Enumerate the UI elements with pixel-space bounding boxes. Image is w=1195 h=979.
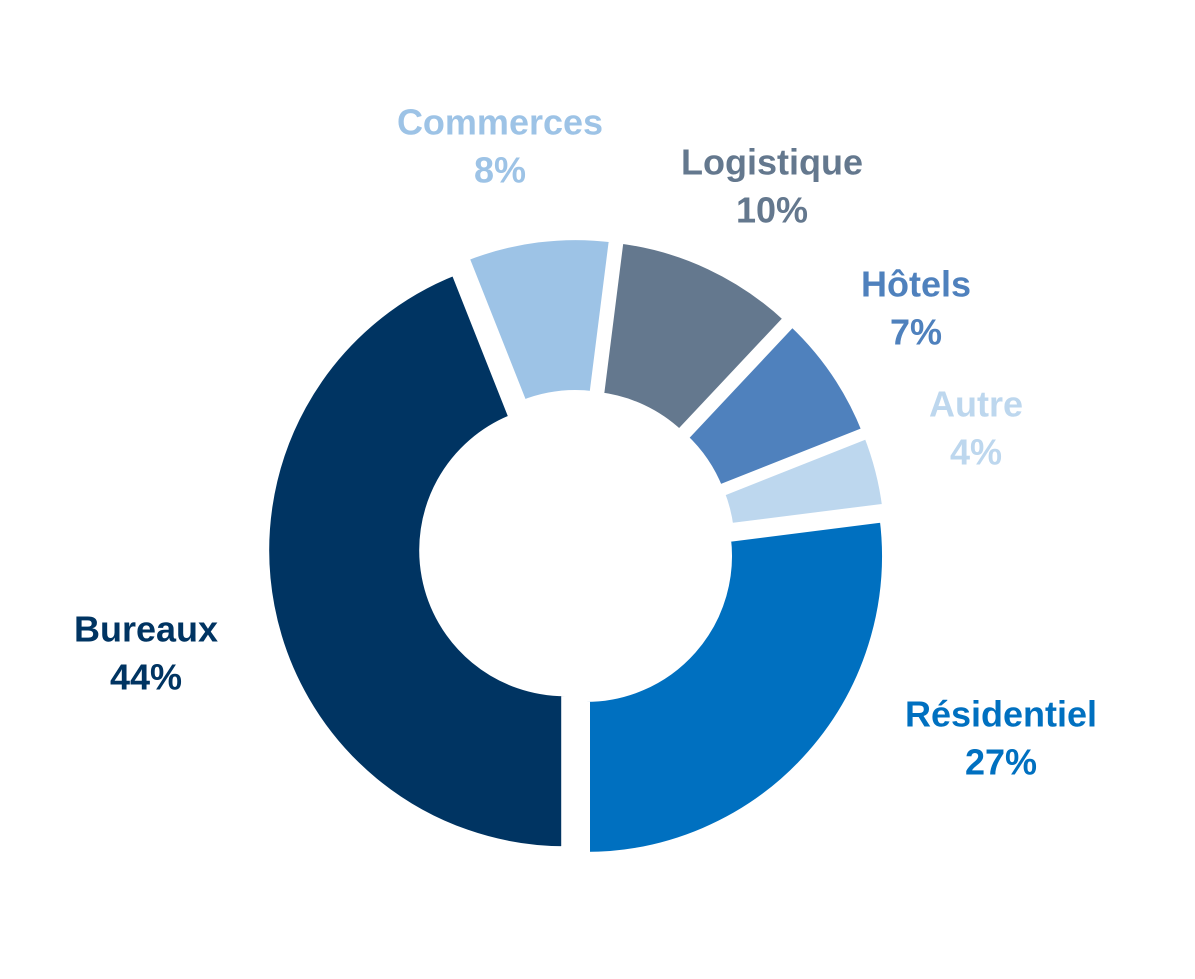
- donut-slice: [461, 232, 618, 409]
- slice-label: Hôtels: [861, 264, 971, 305]
- slice-label: Bureaux: [74, 609, 218, 650]
- slice-label: Logistique: [681, 142, 863, 183]
- slice-label: Autre: [929, 384, 1023, 425]
- donut-slice: [680, 318, 870, 493]
- slice-label: Commerces: [397, 102, 603, 143]
- slice-value: 10%: [736, 190, 808, 231]
- slice-value: 7%: [890, 312, 942, 353]
- donut-slice: [716, 430, 891, 532]
- slice-value: 27%: [965, 742, 1037, 783]
- slice-value: 4%: [950, 432, 1002, 473]
- slice-value: 44%: [110, 657, 182, 698]
- donut-slice: [595, 235, 792, 438]
- slice-label: Résidentiel: [905, 694, 1097, 735]
- donut-slice: [582, 514, 890, 860]
- slice-value: 8%: [474, 150, 526, 191]
- donut-slice: [261, 267, 570, 855]
